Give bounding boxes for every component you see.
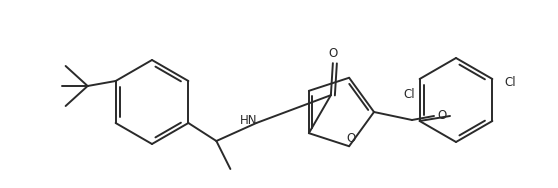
Text: Cl: Cl xyxy=(404,89,416,102)
Text: O: O xyxy=(347,132,356,145)
Text: O: O xyxy=(328,47,338,60)
Text: O: O xyxy=(437,109,446,123)
Text: Cl: Cl xyxy=(504,77,516,89)
Text: HN: HN xyxy=(239,114,257,127)
